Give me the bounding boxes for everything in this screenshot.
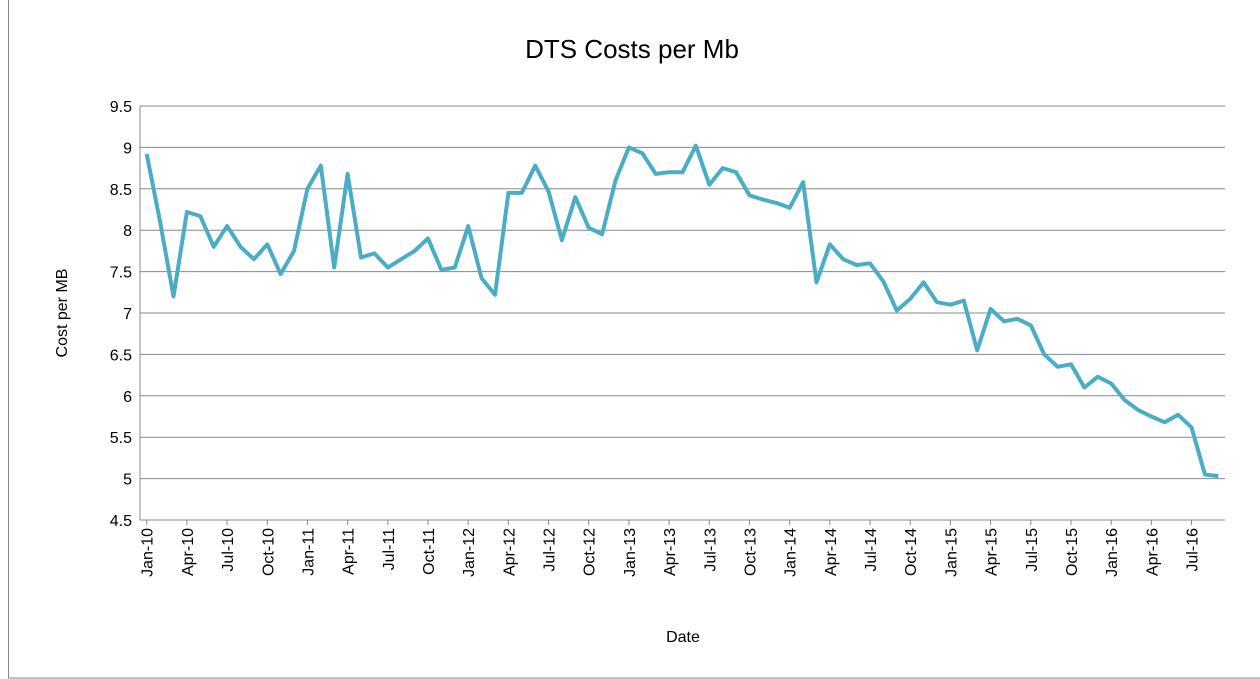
chart-frame: [8, 0, 1260, 679]
x-tick-label: Jul-15: [1024, 528, 1041, 572]
y-tick-label: 9.5: [110, 99, 132, 116]
x-tick-label: Apr-11: [341, 528, 358, 575]
x-tick-label: Oct-11: [421, 528, 438, 575]
x-tick-label: Oct-14: [903, 528, 920, 576]
x-tick-label: Jan-10: [140, 528, 157, 577]
data-line: [144, 143, 1219, 479]
x-tick-label: Apr-15: [984, 528, 1001, 576]
x-tick-label: Jan-16: [1104, 528, 1121, 577]
y-tick-label: 6.5: [110, 347, 132, 364]
y-axis-label: Cost per MB: [54, 269, 71, 358]
x-tick-label: Jan-13: [622, 528, 639, 577]
y-tick-label: 6: [123, 389, 132, 406]
x-tick-label: Oct-12: [582, 528, 599, 576]
y-tick-label: 8: [123, 223, 132, 240]
x-tick-label: Oct-15: [1064, 528, 1081, 576]
chart-title: DTS Costs per Mb: [525, 34, 739, 64]
x-tick-label: Jul-13: [702, 528, 719, 572]
y-tick-label: 5: [123, 472, 132, 489]
x-tick-label: Oct-10: [260, 528, 277, 576]
x-tick-label: Apr-13: [662, 528, 679, 576]
y-tick-label: 5.5: [110, 430, 132, 447]
x-tick-label: Apr-16: [1144, 528, 1161, 576]
x-tick-label: Oct-13: [742, 528, 759, 576]
x-tick-label: Jul-16: [1185, 528, 1202, 572]
x-tick-label: Jan-14: [783, 528, 800, 577]
x-tick-label: Jul-11: [381, 528, 398, 570]
x-tick-label: Jul-14: [863, 528, 880, 572]
x-tick-label: Jan-12: [461, 528, 478, 577]
x-tick-label: Apr-14: [823, 528, 840, 576]
x-tick-label: Apr-10: [180, 528, 197, 576]
x-axis-label: Date: [666, 629, 700, 646]
y-tick-label: 7.5: [110, 265, 132, 282]
x-tick-label: Apr-12: [501, 528, 518, 576]
y-tick-label: 4.5: [110, 513, 132, 530]
x-tick-label: Jul-12: [542, 528, 559, 572]
x-tick-label: Jan-15: [943, 528, 960, 577]
x-tick-label: Jan-11: [300, 528, 317, 576]
y-tick-label: 7: [123, 306, 132, 323]
x-tick-label: Jul-10: [220, 528, 237, 572]
y-tick-label: 8.5: [110, 182, 132, 199]
y-tick-label: 9: [123, 140, 132, 157]
